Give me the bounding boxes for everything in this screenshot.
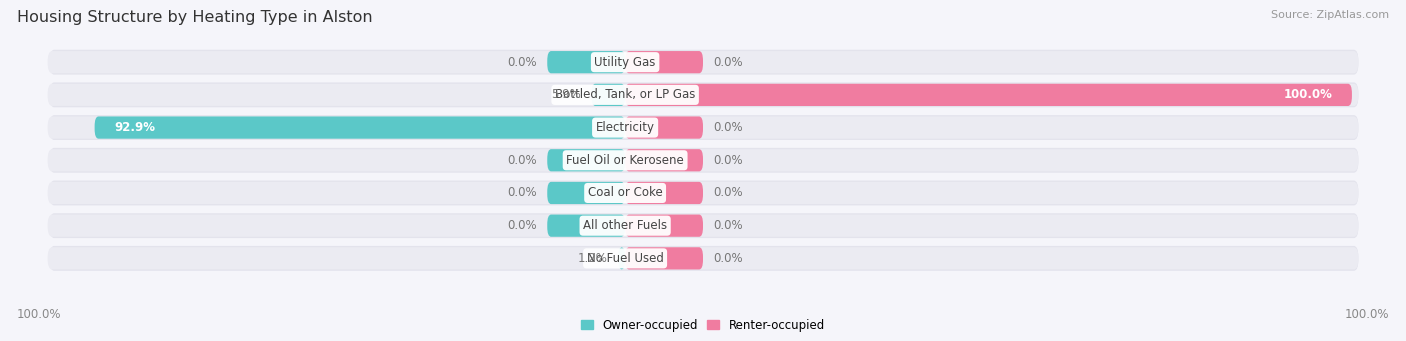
Text: 5.9%: 5.9% <box>551 88 581 101</box>
FancyBboxPatch shape <box>48 149 1358 172</box>
FancyBboxPatch shape <box>48 84 1358 106</box>
FancyBboxPatch shape <box>48 247 1358 269</box>
FancyBboxPatch shape <box>626 247 703 269</box>
Text: Utility Gas: Utility Gas <box>595 56 655 69</box>
Text: 100.0%: 100.0% <box>1284 88 1333 101</box>
Text: No Fuel Used: No Fuel Used <box>586 252 664 265</box>
FancyBboxPatch shape <box>592 84 626 106</box>
Text: Fuel Oil or Kerosene: Fuel Oil or Kerosene <box>567 154 683 167</box>
FancyBboxPatch shape <box>48 214 1358 237</box>
Text: 0.0%: 0.0% <box>713 252 742 265</box>
Text: 0.0%: 0.0% <box>508 219 537 232</box>
FancyBboxPatch shape <box>626 214 703 237</box>
FancyBboxPatch shape <box>547 149 626 172</box>
FancyBboxPatch shape <box>626 84 1353 106</box>
Text: Housing Structure by Heating Type in Alston: Housing Structure by Heating Type in Als… <box>17 10 373 25</box>
Text: 0.0%: 0.0% <box>713 56 742 69</box>
Text: 92.9%: 92.9% <box>114 121 155 134</box>
Text: 0.0%: 0.0% <box>713 187 742 199</box>
FancyBboxPatch shape <box>49 50 1358 75</box>
FancyBboxPatch shape <box>49 83 1358 107</box>
FancyBboxPatch shape <box>49 180 1358 205</box>
FancyBboxPatch shape <box>48 51 1358 73</box>
FancyBboxPatch shape <box>626 117 703 139</box>
FancyBboxPatch shape <box>626 182 703 204</box>
Text: 0.0%: 0.0% <box>713 154 742 167</box>
FancyBboxPatch shape <box>547 214 626 237</box>
FancyBboxPatch shape <box>547 182 626 204</box>
Text: 0.0%: 0.0% <box>508 187 537 199</box>
Text: Coal or Coke: Coal or Coke <box>588 187 662 199</box>
Text: 0.0%: 0.0% <box>713 121 742 134</box>
FancyBboxPatch shape <box>547 51 626 73</box>
FancyBboxPatch shape <box>49 148 1358 173</box>
Text: Electricity: Electricity <box>596 121 655 134</box>
FancyBboxPatch shape <box>48 182 1358 204</box>
Text: 0.0%: 0.0% <box>508 56 537 69</box>
FancyBboxPatch shape <box>626 149 703 172</box>
Text: 1.2%: 1.2% <box>578 252 607 265</box>
FancyBboxPatch shape <box>49 115 1358 140</box>
Legend: Owner-occupied, Renter-occupied: Owner-occupied, Renter-occupied <box>581 319 825 332</box>
Text: Bottled, Tank, or LP Gas: Bottled, Tank, or LP Gas <box>555 88 696 101</box>
FancyBboxPatch shape <box>626 51 703 73</box>
FancyBboxPatch shape <box>94 117 626 139</box>
Text: Source: ZipAtlas.com: Source: ZipAtlas.com <box>1271 10 1389 20</box>
Text: All other Fuels: All other Fuels <box>583 219 668 232</box>
FancyBboxPatch shape <box>48 117 1358 139</box>
Text: 100.0%: 100.0% <box>17 308 62 321</box>
FancyBboxPatch shape <box>49 246 1358 271</box>
FancyBboxPatch shape <box>49 213 1358 238</box>
FancyBboxPatch shape <box>619 247 626 269</box>
Text: 0.0%: 0.0% <box>508 154 537 167</box>
Text: 100.0%: 100.0% <box>1344 308 1389 321</box>
Text: 0.0%: 0.0% <box>713 219 742 232</box>
